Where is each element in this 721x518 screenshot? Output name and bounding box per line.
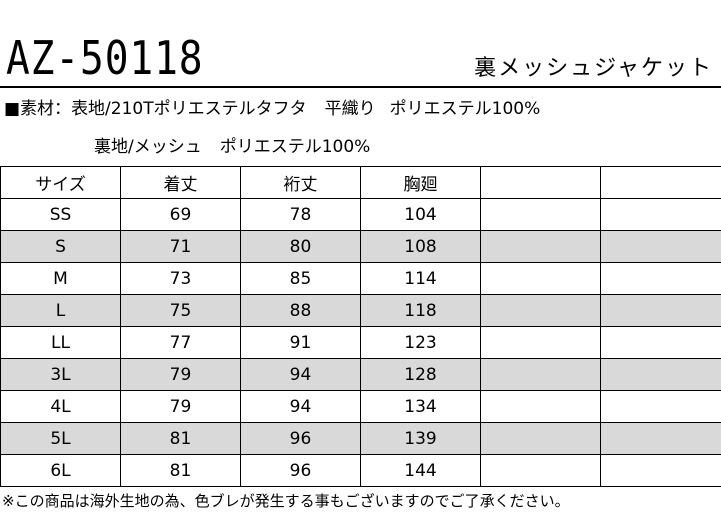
table-row: 4L 79 94 134 [0,390,721,423]
cell-size: M [0,262,121,295]
cell-length: 69 [120,198,241,231]
cell-chest: 114 [360,262,481,295]
cell-sleeve: 94 [240,358,361,391]
table-row: L 75 88 118 [0,294,721,327]
header-sleeve: 裄丈 [240,166,361,199]
cell-length: 79 [120,390,241,423]
cell-sleeve: 85 [240,262,361,295]
cell-chest: 134 [360,390,481,423]
cell-empty [480,358,601,391]
cell-size: SS [0,198,121,231]
cell-length: 81 [120,422,241,455]
cell-size: 3L [0,358,121,391]
cell-chest: 128 [360,358,481,391]
cell-empty [600,390,721,423]
cell-empty [480,198,601,231]
size-table-header: サイズ 着丈 裄丈 胸廻 [0,166,721,199]
cell-chest: 118 [360,294,481,327]
footnote: ※この商品は海外生地の為、色ブレが発生する事もございますのでご了承ください。 [2,492,570,510]
cell-chest: 104 [360,198,481,231]
table-row: 5L 81 96 139 [0,422,721,455]
material-weave: 平織り [324,99,376,119]
cell-sleeve: 88 [240,294,361,327]
header-length: 着丈 [120,166,241,199]
cell-empty [600,198,721,231]
product-name: 裏メッシュジャケット [474,56,713,81]
cell-length: 75 [120,294,241,327]
cell-sleeve: 91 [240,326,361,359]
header-empty-2 [600,166,721,199]
table-row: LL 77 91 123 [0,326,721,359]
cell-sleeve: 94 [240,390,361,423]
table-row: 3L 79 94 128 [0,358,721,391]
cell-length: 79 [120,358,241,391]
model-number: AZ-50118 [6,31,204,85]
cell-length: 71 [120,230,241,263]
cell-size: L [0,294,121,327]
cell-empty [480,390,601,423]
cell-empty [480,262,601,295]
material-line-lining: 裏地/メッシュ ポリエステル100% [94,136,370,158]
cell-empty [480,294,601,327]
material-line-outer: ■素材：表地/210Tポリエステルタフタ 平織り ポリエステル100% [4,98,540,120]
cell-size: 4L [0,390,121,423]
cell-empty [480,422,601,455]
material-outer-fabric: 表地/210Tポリエステルタフタ [71,99,307,119]
cell-empty [600,454,721,487]
cell-sleeve: 96 [240,454,361,487]
table-row: M 73 85 114 [0,262,721,295]
cell-length: 81 [120,454,241,487]
cell-chest: 108 [360,230,481,263]
cell-empty [600,294,721,327]
cell-empty [480,326,601,359]
cell-length: 77 [120,326,241,359]
cell-empty [600,326,721,359]
material-lining-fabric: 裏地/メッシュ [94,137,202,157]
bullet-square-icon: ■ [4,99,21,119]
cell-size: 5L [0,422,121,455]
cell-empty [600,262,721,295]
cell-chest: 139 [360,422,481,455]
material-lining-composition: ポリエステル100% [219,137,371,157]
cell-size: LL [0,326,121,359]
header-size: サイズ [0,166,121,199]
table-row: SS 69 78 104 [0,198,721,231]
cell-empty [480,230,601,263]
cell-chest: 144 [360,454,481,487]
header-empty-1 [480,166,601,199]
table-row: S 71 80 108 [0,230,721,263]
cell-length: 73 [120,262,241,295]
cell-size: 6L [0,454,121,487]
title-divider [0,86,721,88]
cell-sleeve: 96 [240,422,361,455]
cell-sleeve: 80 [240,230,361,263]
size-table: サイズ 着丈 裄丈 胸廻 SS 69 78 104 S 71 80 108 M … [0,166,721,487]
material-label: 素材： [20,99,72,119]
header-chest: 胸廻 [360,166,481,199]
cell-sleeve: 78 [240,198,361,231]
cell-empty [600,422,721,455]
material-outer-composition: ポリエステル100% [389,99,541,119]
cell-chest: 123 [360,326,481,359]
cell-empty [480,454,601,487]
cell-empty [600,230,721,263]
cell-size: S [0,230,121,263]
table-row: 6L 81 96 144 [0,454,721,487]
cell-empty [600,358,721,391]
